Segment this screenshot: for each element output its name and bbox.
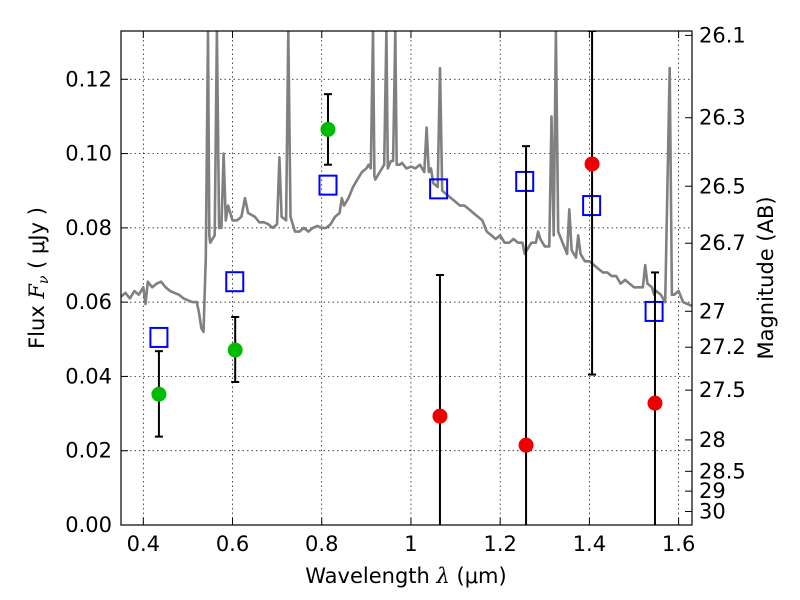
y2-tick-label: 28.5 — [699, 459, 746, 483]
y2-tick-label: 27 — [699, 299, 726, 323]
model-photometry-square — [149, 326, 169, 348]
model-photometry-square — [318, 174, 338, 196]
x-tick-label: 0.6 — [216, 532, 249, 556]
y2-axis-label: Magnitude (AB) — [754, 196, 778, 359]
x-tick-label: 0.8 — [305, 532, 338, 556]
detection-point — [320, 121, 336, 137]
y-tick-label: 0.06 — [65, 290, 112, 314]
y2-tick-label: 29 — [699, 479, 726, 503]
x-tick-label: 0.4 — [127, 532, 160, 556]
y2-tick-label: 26.1 — [699, 23, 746, 47]
x-tick-label: 1.4 — [573, 532, 606, 556]
non-detection-point — [518, 437, 534, 453]
y-tick-label: 0.02 — [65, 439, 112, 463]
model-photometry-square — [225, 271, 245, 293]
y2-tick-label: 30 — [699, 500, 726, 524]
y-tick-label: 0.04 — [65, 364, 112, 388]
plot-frame — [120, 30, 693, 526]
y2-tick-label: 27.5 — [699, 378, 746, 402]
y-tick-label: 0.12 — [65, 67, 112, 91]
non-detection-point — [432, 408, 448, 424]
non-detection-point — [647, 395, 663, 411]
model-photometry-square — [515, 170, 535, 192]
x-tick-label: 1 — [404, 532, 417, 556]
y-tick-label: 0.00 — [65, 513, 112, 537]
axis-ticks: 0.4 0.6 0.8 1 1.2 1.4 1.6 0.00 0.02 0.04 0.06 0.08 0… — [65, 23, 746, 556]
y2-tick-label: 26.7 — [699, 231, 746, 255]
model-photometry-square — [429, 178, 449, 200]
non-detection-point — [584, 156, 600, 172]
x-axis-label: Wavelength λ (μm) — [305, 564, 506, 588]
x-tick-label: 1.6 — [662, 532, 695, 556]
y2-tick-label: 28 — [699, 428, 726, 452]
y2-tick-label: 26.5 — [699, 174, 746, 198]
y2-tick-label: 26.3 — [699, 106, 746, 130]
detection-point — [151, 386, 167, 402]
detection-point — [227, 342, 243, 358]
x-tick-label: 1.2 — [483, 532, 516, 556]
plot-area — [121, 31, 692, 525]
y-axis-label: Flux Fν ( μJy ) — [25, 207, 52, 349]
spectrum-line — [121, 31, 692, 334]
y-tick-label: 0.10 — [65, 142, 112, 166]
y-tick-label: 0.08 — [65, 216, 112, 240]
y2-tick-label: 27.2 — [699, 335, 746, 359]
